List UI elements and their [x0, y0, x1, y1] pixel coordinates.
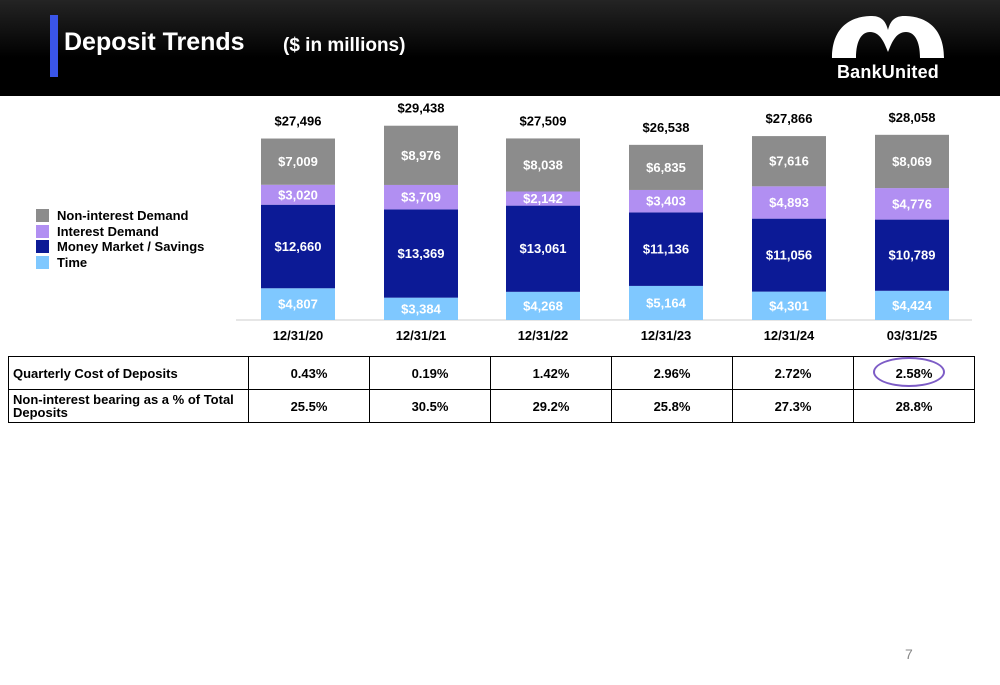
total-label: $26,538: [643, 120, 690, 135]
legend-item-non-interest-demand: Non-interest Demand: [36, 208, 204, 224]
table-row-non-interest-bearing: Non-interest bearing as a % of Total Dep…: [8, 389, 975, 423]
bar-segment-time: [506, 291, 580, 320]
bar-segment-interest-demand: [629, 189, 703, 213]
data-label: $10,789: [889, 248, 936, 263]
legend-swatch-non-interest-demand: [36, 209, 49, 223]
chart-legend: Non-interest Demand Interest Demand Mone…: [36, 208, 204, 270]
bar-segment-time: [629, 285, 703, 320]
table-cell: 30.5%: [369, 389, 491, 423]
bar-segment-time: [752, 291, 826, 320]
bankunited-logo-icon: [832, 16, 944, 58]
bar-segment-money-market-savings: [384, 209, 458, 298]
legend-item-money-market-savings: Money Market / Savings: [36, 239, 204, 255]
legend-label: Money Market / Savings: [57, 239, 205, 255]
bar-segment-time: [261, 288, 335, 320]
page-subtitle: ($ in millions): [283, 35, 406, 56]
total-label: $29,438: [398, 101, 445, 116]
x-tick-label: 12/31/23: [641, 328, 692, 343]
row-label: Non-interest bearing as a % of Total Dep…: [8, 389, 249, 423]
data-label: $3,020: [278, 187, 318, 202]
table-cell: 2.72%: [732, 356, 854, 390]
x-tick-label: 12/31/22: [518, 328, 569, 343]
data-label: $8,069: [892, 154, 932, 169]
legend-swatch-time: [36, 255, 49, 269]
bar-segment-non-interest-demand: [506, 138, 580, 192]
data-label: $4,268: [523, 298, 563, 313]
legend-label: Interest Demand: [57, 223, 159, 239]
bar-segment-interest-demand: [506, 191, 580, 206]
bar-segment-non-interest-demand: [384, 125, 458, 185]
total-label: $27,496: [275, 114, 322, 129]
bar-segment-money-market-savings: [875, 219, 949, 291]
x-tick-label: 12/31/24: [764, 328, 815, 343]
data-label: $12,660: [275, 239, 322, 254]
data-label: $4,776: [892, 196, 932, 211]
bar-segment-money-market-savings: [506, 205, 580, 292]
table-cell: 0.19%: [369, 356, 491, 390]
total-label: $28,058: [889, 110, 936, 125]
data-label: $11,136: [643, 242, 689, 257]
bar-segment-time: [875, 290, 949, 320]
table-cell: 28.8%: [853, 389, 975, 423]
legend-label: Time: [57, 254, 88, 270]
data-label: $13,061: [520, 241, 567, 256]
x-tick-label: 12/31/20: [273, 328, 324, 343]
accent-bar: [50, 15, 58, 77]
table-cell: 0.43%: [248, 356, 370, 390]
metrics-table: Quarterly Cost of Deposits 0.43% 0.19% 1…: [8, 356, 975, 423]
data-label: $2,142: [523, 191, 563, 206]
bar-segment-non-interest-demand: [261, 138, 335, 185]
total-label: $27,866: [766, 111, 813, 126]
total-label: $27,509: [520, 113, 567, 128]
data-label: $7,009: [278, 154, 318, 169]
x-tick-label: 12/31/21: [396, 328, 447, 343]
bar-segment-money-market-savings: [261, 204, 335, 289]
legend-swatch-money-market-savings: [36, 240, 49, 254]
table-cell: 27.3%: [732, 389, 854, 423]
bar-segment-money-market-savings: [752, 218, 826, 292]
data-label: $6,835: [646, 160, 686, 175]
page-title: Deposit Trends: [64, 28, 245, 56]
legend-label: Non-interest Demand: [57, 208, 189, 224]
table-cell: 25.5%: [248, 389, 370, 423]
data-label: $5,164: [646, 295, 687, 310]
page-number: 7: [905, 646, 913, 662]
logo-text: BankUnited: [836, 62, 939, 82]
data-label: $8,976: [401, 148, 441, 163]
bar-segment-non-interest-demand: [875, 134, 949, 189]
legend-swatch-interest-demand: [36, 224, 49, 238]
bar-segment-interest-demand: [752, 186, 826, 219]
deposit-trends-chart: $4,807 $12,660 $3,020 $7,009 $27,496 12/31/20…: [236, 101, 972, 343]
bar-segment-non-interest-demand: [752, 136, 826, 187]
table-cell: 29.2%: [490, 389, 612, 423]
table-row-cost-of-deposits: Quarterly Cost of Deposits 0.43% 0.19% 1…: [8, 356, 975, 390]
data-label: $8,038: [523, 157, 563, 172]
bar-segment-interest-demand: [261, 184, 335, 205]
table-cell: 25.8%: [611, 389, 733, 423]
highlight-ring: [873, 357, 945, 387]
bar-segment-non-interest-demand: [629, 144, 703, 190]
legend-item-interest-demand: Interest Demand: [36, 224, 204, 240]
data-label: $3,709: [401, 190, 441, 205]
table-cell: 1.42%: [490, 356, 612, 390]
header-banner: Deposit Trends ($ in millions) BankUnite…: [0, 0, 1000, 96]
data-label: $4,424: [892, 298, 933, 313]
bar-segment-time: [384, 297, 458, 320]
bar-segment-money-market-savings: [629, 212, 703, 286]
data-label: $11,056: [766, 248, 812, 263]
data-label: $4,301: [769, 298, 809, 313]
x-tick-label: 03/31/25: [887, 328, 938, 343]
data-label: $3,384: [401, 301, 442, 316]
data-label: $4,807: [278, 297, 318, 312]
table-cell: 2.96%: [611, 356, 733, 390]
data-label: $3,403: [646, 194, 686, 209]
data-label: $7,616: [769, 154, 809, 169]
legend-item-time: Time: [36, 255, 204, 271]
bar-segment-interest-demand: [384, 184, 458, 210]
row-label: Quarterly Cost of Deposits: [8, 356, 249, 390]
bar-segment-interest-demand: [875, 188, 949, 220]
data-label: $4,893: [769, 195, 809, 210]
data-label: $13,369: [398, 246, 445, 261]
